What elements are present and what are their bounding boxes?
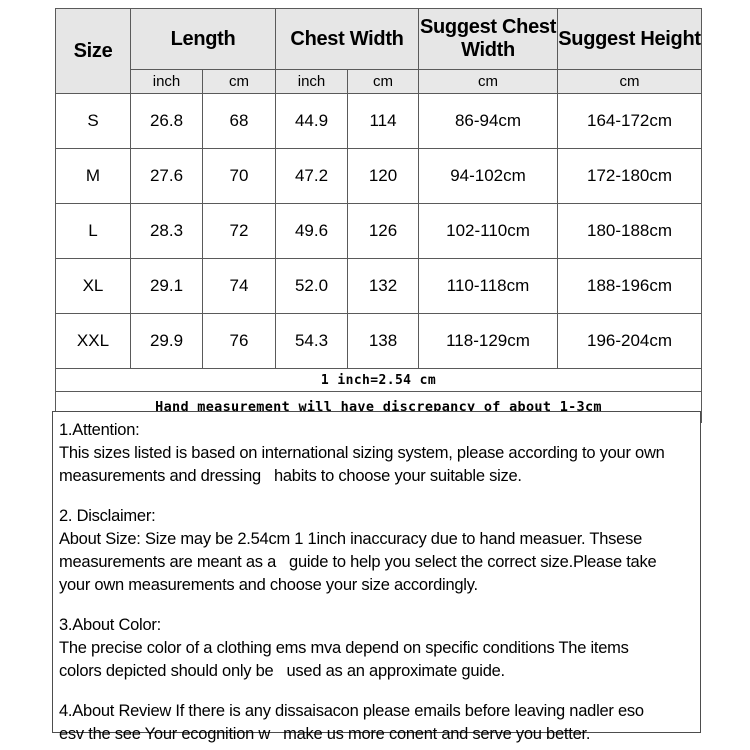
note-disclaimer-line-3: your own measurements and choose your si…	[59, 576, 478, 594]
cell-chest-cm: 126	[347, 203, 420, 259]
cell-suggest-chest: 110-118cm	[418, 258, 559, 314]
notes-panel: 1.Attention: This sizes listed is based …	[52, 411, 701, 743]
cell-chest-inch: 52.0	[275, 258, 349, 314]
cell-chest-cm: 120	[347, 148, 420, 204]
size-table: Size Length Chest Width Suggest Chest Wi…	[54, 8, 703, 423]
column-header-length: Length	[129, 8, 277, 70]
cell-length-inch: 27.6	[130, 148, 203, 204]
note-attention-line-2: measurements and dressing habits to choo…	[59, 467, 522, 485]
table-row: S 26.8 68 44.9 114 86-94cm 164-172cm	[55, 93, 703, 149]
cell-suggest-height: 180-188cm	[557, 203, 703, 259]
cell-suggest-height: 196-204cm	[557, 313, 703, 369]
unit-length-cm: cm	[201, 69, 277, 94]
inch-to-cm-note: 1 inch=2.54 cm	[54, 368, 703, 392]
cell-chest-cm: 138	[347, 313, 420, 369]
cell-length-cm: 72	[201, 203, 277, 259]
cell-suggest-chest: 102-110cm	[418, 203, 559, 259]
note-about-review-line-2: esv the see Your ecognition w make us mo…	[59, 725, 591, 743]
table-row: XXL 29.9 76 54.3 138 118-129cm 196-204cm	[55, 313, 703, 369]
cell-suggest-chest: 118-129cm	[418, 313, 559, 369]
note-about-color-line-2: colors depicted should only be used as a…	[59, 662, 505, 680]
cell-size: L	[55, 203, 131, 259]
cell-size: S	[55, 93, 131, 149]
note-disclaimer-title: 2. Disclaimer:	[59, 507, 156, 525]
table-row: XL 29.1 74 52.0 132 110-118cm 188-196cm	[55, 258, 703, 314]
column-header-suggest-height: Suggest Height	[557, 8, 703, 70]
note-attention: 1.Attention: This sizes listed is based …	[59, 419, 694, 488]
column-header-suggest-chest-width: Suggest Chest Width	[418, 8, 559, 70]
note-disclaimer-line-1: About Size: Size may be 2.54cm 1 1inch i…	[59, 530, 643, 548]
column-header-size: Size	[55, 8, 131, 94]
cell-suggest-chest: 86-94cm	[418, 93, 559, 149]
table-unit-row: inch cm inch cm cm cm	[56, 69, 703, 94]
cell-suggest-height: 188-196cm	[557, 258, 703, 314]
cell-chest-inch: 54.3	[275, 313, 349, 369]
unit-suggest-chest-cm: cm	[418, 69, 559, 94]
cell-size: XXL	[55, 313, 131, 369]
cell-length-cm: 70	[201, 148, 277, 204]
cell-length-cm: 74	[201, 258, 277, 314]
note-disclaimer: 2. Disclaimer: About Size: Size may be 2…	[59, 505, 694, 597]
cell-length-inch: 26.8	[130, 93, 203, 149]
unit-chest-cm: cm	[347, 69, 420, 94]
cell-length-cm: 76	[201, 313, 277, 369]
cell-size: M	[55, 148, 131, 204]
cell-chest-inch: 49.6	[275, 203, 349, 259]
note-attention-title: 1.Attention:	[59, 421, 140, 439]
note-about-color-title: 3.About Color:	[59, 616, 161, 634]
cell-suggest-height: 164-172cm	[557, 93, 703, 149]
size-table-container: Size Length Chest Width Suggest Chest Wi…	[54, 8, 703, 423]
size-table-body: S 26.8 68 44.9 114 86-94cm 164-172cm M 2…	[54, 93, 703, 423]
cell-suggest-height: 172-180cm	[557, 148, 703, 204]
table-footer-row-conversion: 1 inch=2.54 cm	[54, 368, 703, 392]
cell-length-cm: 68	[201, 93, 277, 149]
cell-chest-inch: 44.9	[275, 93, 349, 149]
unit-suggest-height-cm: cm	[557, 69, 703, 94]
cell-chest-cm: 114	[347, 93, 420, 149]
column-header-chest-width: Chest Width	[275, 8, 420, 70]
note-about-review: 4.About Review If there is any dissaisac…	[59, 700, 694, 746]
size-table-head: Size Length Chest Width Suggest Chest Wi…	[55, 8, 703, 94]
note-about-review-line-1: 4.About Review If there is any dissaisac…	[59, 702, 644, 720]
cell-size: XL	[55, 258, 131, 314]
table-row: L 28.3 72 49.6 126 102-110cm 180-188cm	[55, 203, 703, 259]
cell-suggest-chest: 94-102cm	[418, 148, 559, 204]
cell-length-inch: 28.3	[130, 203, 203, 259]
cell-length-inch: 29.1	[130, 258, 203, 314]
table-row: M 27.6 70 47.2 120 94-102cm 172-180cm	[55, 148, 703, 204]
cell-chest-cm: 132	[347, 258, 420, 314]
note-about-color-line-1: The precise color of a clothing ems mva …	[59, 639, 629, 657]
note-attention-line-1: This sizes listed is based on internatio…	[59, 444, 665, 462]
unit-chest-inch: inch	[275, 69, 349, 94]
cell-length-inch: 29.9	[130, 313, 203, 369]
table-header-row: Size Length Chest Width Suggest Chest Wi…	[55, 8, 703, 94]
cell-chest-inch: 47.2	[275, 148, 349, 204]
note-disclaimer-line-2: measurements are meant as a guide to hel…	[59, 553, 657, 571]
note-about-color: 3.About Color: The precise color of a cl…	[59, 614, 694, 683]
unit-length-inch: inch	[130, 69, 203, 94]
